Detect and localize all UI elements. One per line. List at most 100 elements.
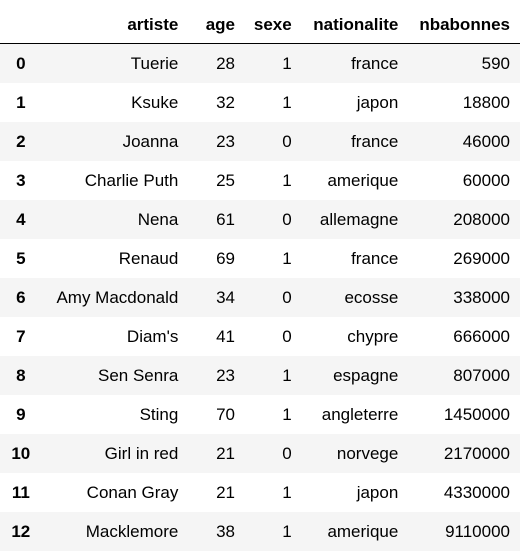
header-nationalite: nationalite bbox=[292, 0, 399, 44]
cell-artiste: Macklemore bbox=[42, 512, 187, 551]
cell-age: 38 bbox=[186, 512, 235, 551]
cell-nationalite: allemagne bbox=[292, 200, 399, 239]
row-index: 7 bbox=[0, 317, 42, 356]
cell-age: 41 bbox=[186, 317, 235, 356]
row-index: 3 bbox=[0, 161, 42, 200]
cell-age: 28 bbox=[186, 44, 235, 84]
cell-artiste: Amy Macdonald bbox=[42, 278, 187, 317]
cell-nationalite: japon bbox=[292, 83, 399, 122]
cell-sexe: 1 bbox=[235, 512, 292, 551]
cell-sexe: 0 bbox=[235, 317, 292, 356]
cell-artiste: Girl in red bbox=[42, 434, 187, 473]
header-index-cell bbox=[0, 0, 42, 44]
cell-nbabonnes: 208000 bbox=[398, 200, 520, 239]
cell-nationalite: amerique bbox=[292, 161, 399, 200]
cell-age: 25 bbox=[186, 161, 235, 200]
cell-artiste: Nena bbox=[42, 200, 187, 239]
cell-sexe: 0 bbox=[235, 434, 292, 473]
cell-artiste: Tuerie bbox=[42, 44, 187, 84]
header-nbabonnes: nbabonnes bbox=[398, 0, 520, 44]
cell-nbabonnes: 269000 bbox=[398, 239, 520, 278]
cell-nbabonnes: 9110000 bbox=[398, 512, 520, 551]
header-age: age bbox=[186, 0, 235, 44]
cell-sexe: 1 bbox=[235, 83, 292, 122]
cell-nbabonnes: 4330000 bbox=[398, 473, 520, 512]
row-index: 11 bbox=[0, 473, 42, 512]
cell-sexe: 0 bbox=[235, 200, 292, 239]
table-header: artiste age sexe nationalite nbabonnes bbox=[0, 0, 520, 44]
row-index: 2 bbox=[0, 122, 42, 161]
cell-nationalite: angleterre bbox=[292, 395, 399, 434]
row-index: 5 bbox=[0, 239, 42, 278]
cell-artiste: Sting bbox=[42, 395, 187, 434]
cell-nationalite: chypre bbox=[292, 317, 399, 356]
cell-artiste: Conan Gray bbox=[42, 473, 187, 512]
cell-sexe: 0 bbox=[235, 278, 292, 317]
header-artiste: artiste bbox=[42, 0, 187, 44]
cell-artiste: Joanna bbox=[42, 122, 187, 161]
cell-artiste: Charlie Puth bbox=[42, 161, 187, 200]
cell-nbabonnes: 666000 bbox=[398, 317, 520, 356]
cell-nbabonnes: 18800 bbox=[398, 83, 520, 122]
row-index: 4 bbox=[0, 200, 42, 239]
cell-artiste: Ksuke bbox=[42, 83, 187, 122]
cell-age: 34 bbox=[186, 278, 235, 317]
cell-nbabonnes: 338000 bbox=[398, 278, 520, 317]
row-index: 1 bbox=[0, 83, 42, 122]
cell-artiste: Sen Senra bbox=[42, 356, 187, 395]
cell-sexe: 1 bbox=[235, 395, 292, 434]
cell-age: 69 bbox=[186, 239, 235, 278]
cell-age: 21 bbox=[186, 434, 235, 473]
cell-nbabonnes: 807000 bbox=[398, 356, 520, 395]
cell-nationalite: france bbox=[292, 44, 399, 84]
cell-nationalite: ecosse bbox=[292, 278, 399, 317]
cell-artiste: Diam's bbox=[42, 317, 187, 356]
cell-sexe: 1 bbox=[235, 44, 292, 84]
row-index: 12 bbox=[0, 512, 42, 551]
cell-age: 21 bbox=[186, 473, 235, 512]
cell-nbabonnes: 2170000 bbox=[398, 434, 520, 473]
header-sexe: sexe bbox=[235, 0, 292, 44]
cell-nbabonnes: 60000 bbox=[398, 161, 520, 200]
cell-nationalite: japon bbox=[292, 473, 399, 512]
row-index: 10 bbox=[0, 434, 42, 473]
row-index: 9 bbox=[0, 395, 42, 434]
cell-nationalite: france bbox=[292, 239, 399, 278]
cell-nationalite: norvege bbox=[292, 434, 399, 473]
cell-nationalite: espagne bbox=[292, 356, 399, 395]
cell-age: 70 bbox=[186, 395, 235, 434]
cell-age: 32 bbox=[186, 83, 235, 122]
cell-nationalite: france bbox=[292, 122, 399, 161]
row-index: 8 bbox=[0, 356, 42, 395]
cell-sexe: 1 bbox=[235, 239, 292, 278]
row-index: 6 bbox=[0, 278, 42, 317]
cell-age: 23 bbox=[186, 356, 235, 395]
header-row: artiste age sexe nationalite nbabonnes bbox=[0, 0, 520, 44]
cell-sexe: 0 bbox=[235, 122, 292, 161]
cell-artiste: Renaud bbox=[42, 239, 187, 278]
cell-age: 61 bbox=[186, 200, 235, 239]
cell-sexe: 1 bbox=[235, 356, 292, 395]
cell-nationalite: amerique bbox=[292, 512, 399, 551]
cell-nbabonnes: 1450000 bbox=[398, 395, 520, 434]
cell-nbabonnes: 46000 bbox=[398, 122, 520, 161]
cell-sexe: 1 bbox=[235, 161, 292, 200]
cell-nbabonnes: 590 bbox=[398, 44, 520, 84]
cell-age: 23 bbox=[186, 122, 235, 161]
row-index: 0 bbox=[0, 44, 42, 84]
